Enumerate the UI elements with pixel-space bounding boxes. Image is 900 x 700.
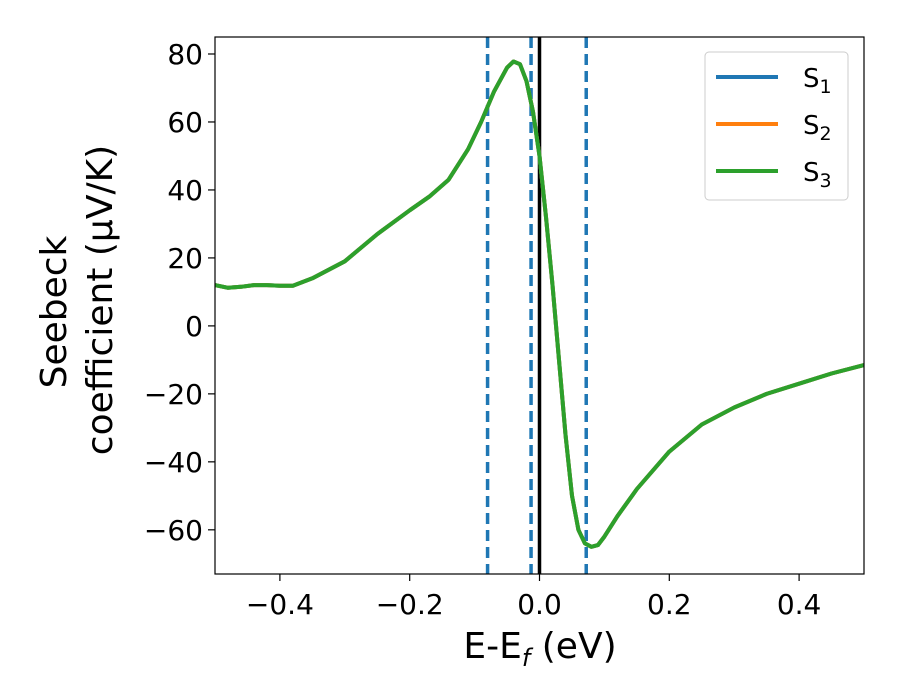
y-tick-label: −60 xyxy=(144,514,203,547)
legend-label-s2: S2 xyxy=(803,111,832,145)
y-tick-label: −40 xyxy=(144,446,203,479)
series-line-s3 xyxy=(215,59,864,549)
x-tick-label: −0.4 xyxy=(246,588,314,621)
vertical-reference-lines xyxy=(485,37,588,574)
x-axis-label: E-Ef (eV) xyxy=(463,626,616,672)
y-axis-label-line2: coefficient (μV/K) xyxy=(80,145,121,455)
legend-label-s3: S3 xyxy=(803,158,832,192)
y-tick-label: 60 xyxy=(167,106,203,139)
y-axis-label-line1: Seebeck xyxy=(34,235,75,388)
legend: S1 S2 S3 xyxy=(704,51,849,201)
legend-label-s1: S1 xyxy=(803,64,832,98)
x-tick-label: 0.0 xyxy=(517,588,562,621)
x-axis-label-unit: (eV) xyxy=(530,626,616,667)
x-tick-label: −0.2 xyxy=(376,588,444,621)
x-axis-label-main: E-E xyxy=(463,626,521,667)
y-tick-label: 80 xyxy=(167,38,203,71)
y-tick-label: 40 xyxy=(167,174,203,207)
y-tick-label: −20 xyxy=(144,378,203,411)
y-tick-label: 0 xyxy=(185,310,203,343)
x-axis-ticks: −0.4 −0.2 0.0 0.2 0.4 xyxy=(246,574,821,621)
y-axis-ticks: −60 −40 −20 0 20 40 60 80 xyxy=(144,38,215,547)
y-tick-label: 20 xyxy=(167,242,203,275)
x-tick-label: 0.4 xyxy=(777,588,822,621)
series-lines xyxy=(215,59,864,549)
x-tick-label: 0.2 xyxy=(647,588,692,621)
y-axis-label: Seebeck coefficient (μV/K) xyxy=(34,145,121,455)
